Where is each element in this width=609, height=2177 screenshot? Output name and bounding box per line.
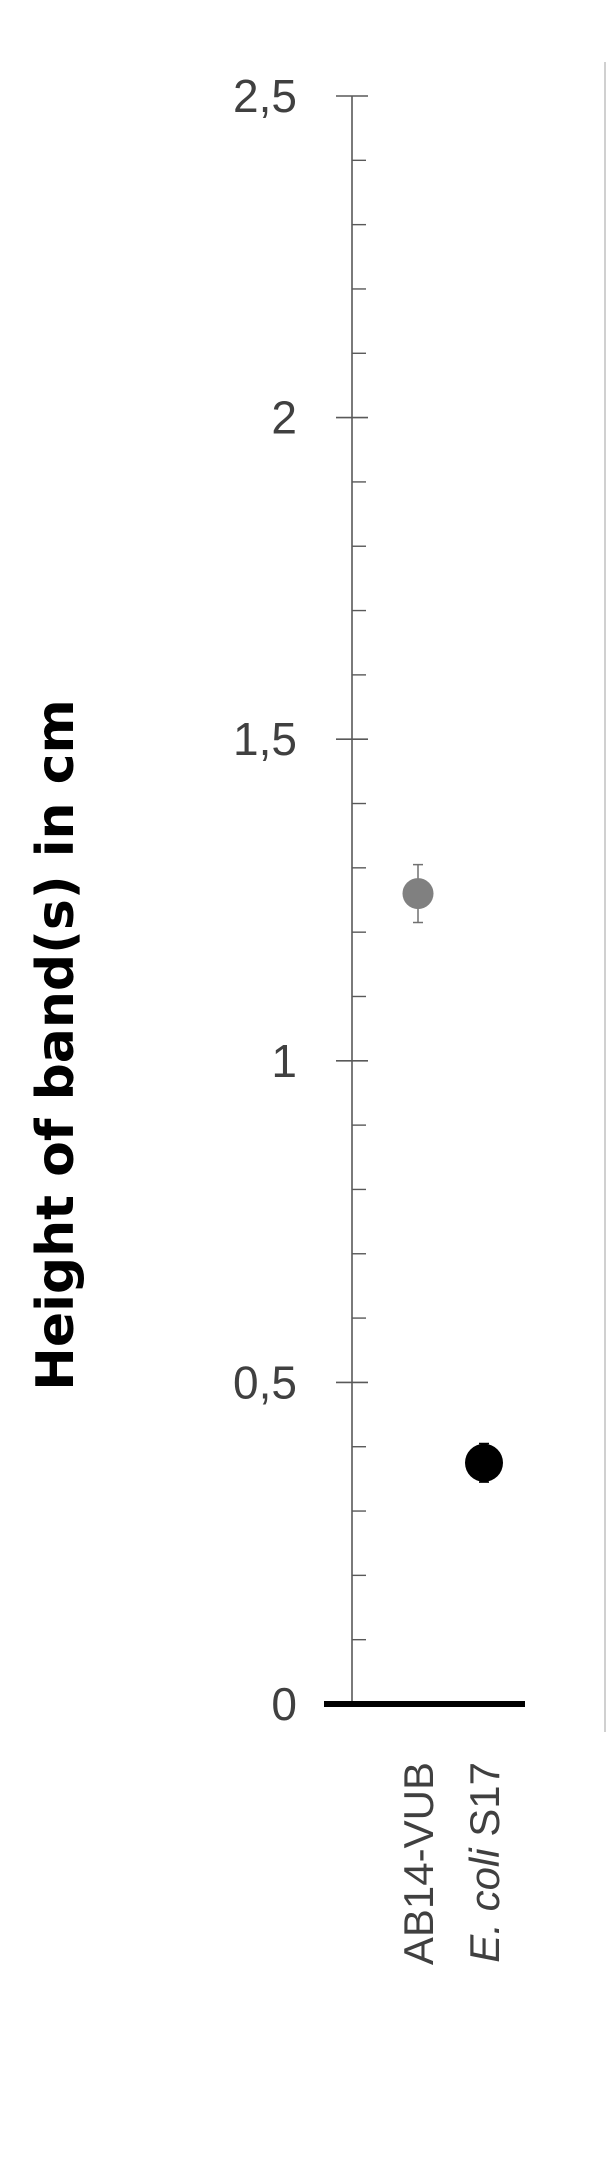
y-axis [324,95,525,1707]
category-label-part: S17 [461,1762,508,1848]
category-label-part: AB14-VUB [395,1762,442,1965]
y-tick-label: 2 [271,392,297,444]
data-points [402,863,503,1483]
category-label-ab14: AB14-VUB [395,1762,442,1965]
y-tick-label: 2,5 [233,70,297,122]
y-tick-label: 0,5 [233,1356,297,1408]
y-axis-label: Height of band(s) in cm [26,699,86,1390]
y-tick-label: 0 [271,1678,297,1730]
y-tick-label: 1 [271,1035,297,1087]
data-point-ecoli [465,1443,503,1482]
category-labels: AB14-VUB E. coli S17 [395,1762,508,1965]
category-label-ecoli: E. coli S17 [461,1762,508,1963]
category-label-part: E. coli [461,1847,508,1963]
y-tick-labels: 0 0,5 1 1,5 2 2,5 [233,70,297,1730]
data-point-ab14 [402,878,434,910]
y-tick-label: 1,5 [233,713,297,765]
